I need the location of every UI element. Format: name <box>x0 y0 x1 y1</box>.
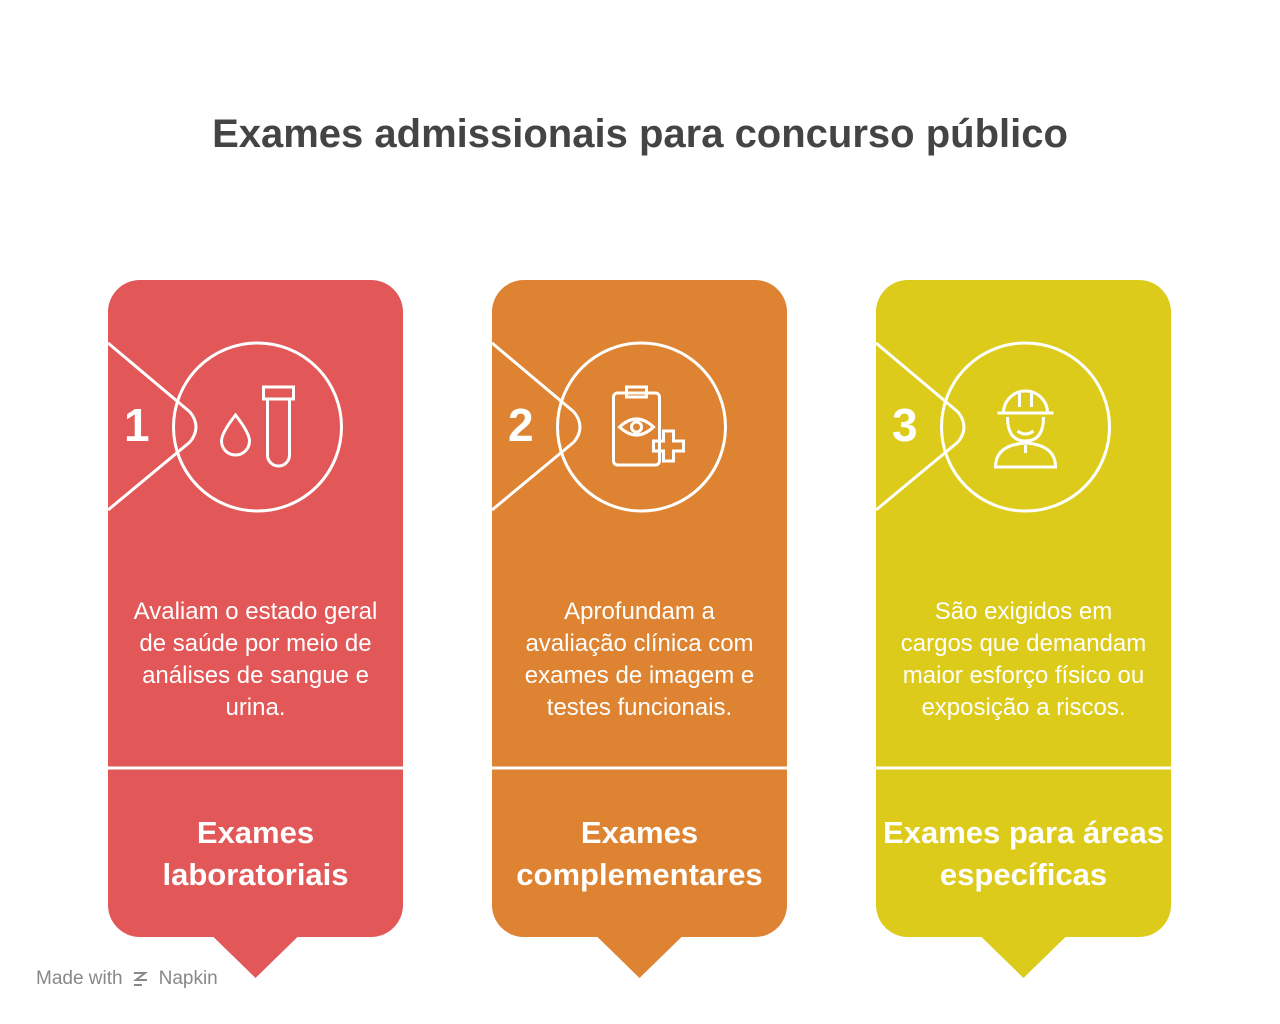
icon <box>262 385 295 401</box>
icon-circle <box>556 341 727 513</box>
card-description: São exigidos em cargos que demandam maio… <box>900 598 1147 721</box>
card-description: Avaliam o estado geral de saúde por meio… <box>133 598 378 721</box>
card-heading: Exames laboratoriais <box>162 815 349 892</box>
made-with: Made with <box>36 968 123 989</box>
title: Exames admissionais para concurso públic… <box>212 112 1068 156</box>
icon <box>630 420 643 434</box>
card-description: Aprofundam a avaliação clínica com exame… <box>524 598 755 721</box>
card <box>491 280 787 978</box>
chevron <box>956 411 966 443</box>
icon-circle <box>940 341 1111 513</box>
chevron <box>188 411 198 443</box>
card-heading: Exames complementares <box>516 815 763 892</box>
card <box>107 280 403 978</box>
card-shape <box>876 280 1171 978</box>
chevron <box>572 411 582 443</box>
icon <box>625 385 648 399</box>
napkin-logo <box>132 972 148 986</box>
card-number: 1 <box>124 399 150 451</box>
icon <box>266 399 291 468</box>
card-number: 3 <box>892 399 918 451</box>
icon <box>617 417 656 437</box>
icon <box>997 389 1054 415</box>
card <box>875 280 1171 978</box>
icon-circle <box>172 341 343 513</box>
footer: Made with Napkin <box>36 968 218 990</box>
brand: Napkin <box>158 968 218 989</box>
card-heading: Exames para áreas específicas <box>883 815 1164 892</box>
icon <box>219 412 252 457</box>
card-shape <box>492 280 787 978</box>
card-number: 2 <box>508 399 534 451</box>
card-shape <box>108 280 403 978</box>
icon <box>612 391 661 467</box>
icon <box>993 441 1058 469</box>
icon <box>1006 416 1045 443</box>
icon <box>652 429 685 463</box>
